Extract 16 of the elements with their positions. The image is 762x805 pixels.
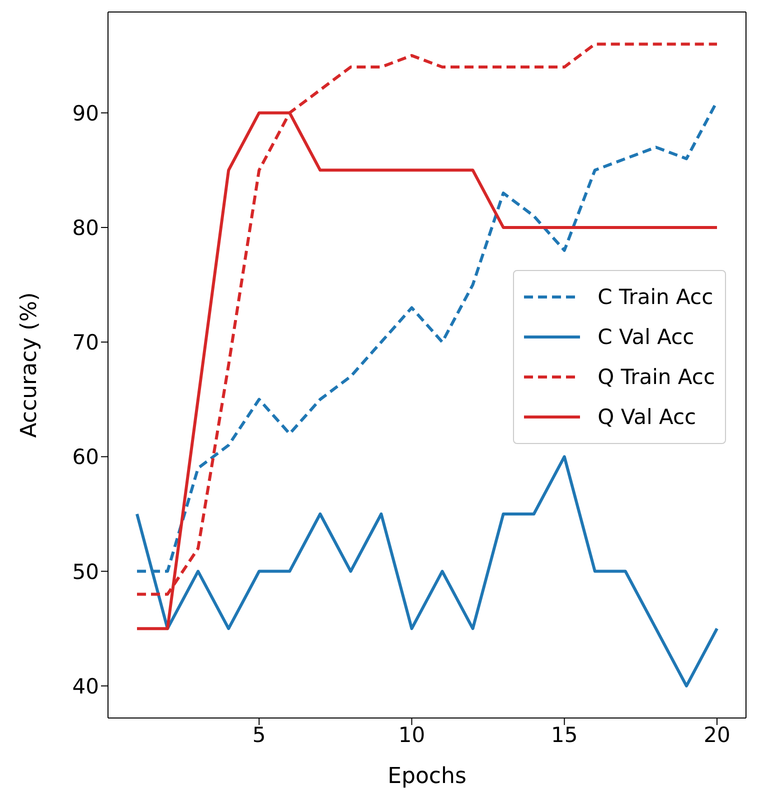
y-tick-label: 50 xyxy=(72,560,99,584)
legend-label: C Train Acc xyxy=(598,285,714,309)
x-tick-label: 15 xyxy=(551,722,578,747)
legend-label: Q Train Acc xyxy=(598,365,715,389)
legend-label: Q Val Acc xyxy=(598,405,696,429)
x-tick-label: 20 xyxy=(704,722,730,747)
y-tick-label: 80 xyxy=(72,216,99,240)
x-tick-label: 5 xyxy=(252,722,266,747)
y-tick-label: 40 xyxy=(72,674,99,698)
legend-label: C Val Acc xyxy=(598,325,694,349)
y-tick-label: 60 xyxy=(72,445,99,470)
y-tick-label: 90 xyxy=(72,101,99,126)
y-tick-label: 70 xyxy=(72,330,99,355)
x-axis-title: Epochs xyxy=(388,764,466,789)
x-tick-label: 10 xyxy=(398,722,426,747)
y-axis-title: Accuracy (%) xyxy=(16,292,42,438)
